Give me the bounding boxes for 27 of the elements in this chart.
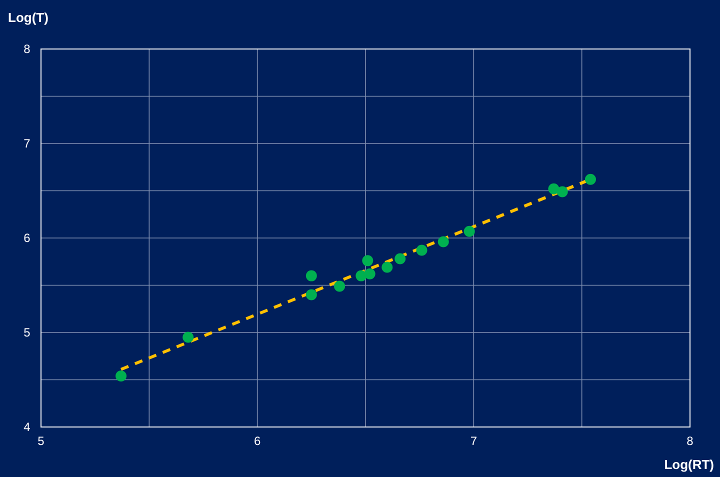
point bbox=[306, 270, 317, 282]
y-tick-label: 4 bbox=[24, 420, 31, 434]
point bbox=[584, 174, 596, 185]
point bbox=[556, 186, 568, 198]
point bbox=[182, 332, 194, 343]
point bbox=[416, 244, 428, 256]
point bbox=[438, 236, 449, 248]
y-tick-label: 8 bbox=[24, 42, 31, 56]
x-tick-label: 6 bbox=[254, 434, 261, 448]
y-tick-label: 7 bbox=[24, 136, 31, 150]
point bbox=[334, 280, 346, 292]
point bbox=[364, 268, 376, 280]
y-tick-label: 6 bbox=[24, 231, 31, 245]
x-tick-label: 8 bbox=[686, 434, 694, 448]
y-axis-title: Log(T) bbox=[8, 10, 48, 25]
point bbox=[306, 289, 317, 300]
point bbox=[464, 226, 475, 237]
point bbox=[362, 255, 374, 266]
point bbox=[116, 370, 127, 382]
x-axis-title: Log(RT) bbox=[664, 457, 714, 472]
point bbox=[356, 270, 367, 282]
x-tick-label: 5 bbox=[38, 434, 45, 448]
point bbox=[548, 183, 560, 194]
point bbox=[394, 253, 406, 264]
x-tick-label: 7 bbox=[470, 434, 478, 448]
y-tick-label: 5 bbox=[24, 326, 31, 340]
point bbox=[382, 262, 393, 273]
